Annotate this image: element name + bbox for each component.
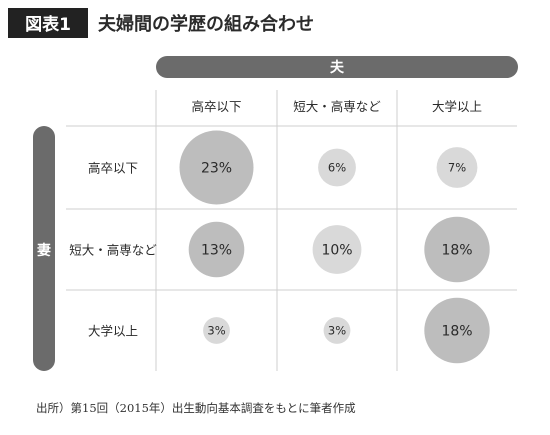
bubble [179, 130, 254, 205]
column-header: 高卒以下 [191, 99, 241, 114]
bubble-cells: 23% 6% 7% 13% 10% 18% 3% 3% 18% [179, 130, 490, 364]
bubble [312, 225, 362, 274]
row-header: 大学以上 [88, 324, 138, 339]
column-group-band [156, 56, 518, 78]
source-note: 出所）第15回（2015年）出生動向基本調査をもとに筆者作成 [36, 401, 356, 415]
bubble [203, 317, 230, 344]
bubble-value-label: 6% [328, 161, 346, 175]
bubble-value-label: 13% [201, 243, 232, 259]
bubble-value-label: 3% [207, 324, 225, 338]
figure-label-badge [8, 8, 88, 38]
row-header: 短大・高専など [69, 243, 157, 258]
bubble-value-label: 23% [201, 161, 232, 177]
row-header: 高卒以下 [88, 161, 138, 176]
bubble [424, 216, 490, 283]
bubble-value-label: 18% [441, 324, 472, 340]
bubble-value-label: 7% [448, 161, 466, 175]
bubble-value-label: 3% [328, 324, 346, 338]
column-headers: 高卒以下 短大・高専など 大学以上 [191, 99, 482, 114]
bubble [318, 148, 356, 187]
bubble-value-label: 18% [441, 243, 472, 259]
table-grid [66, 90, 517, 371]
column-header: 大学以上 [432, 99, 482, 114]
bubble [436, 147, 478, 188]
column-group-label: 夫 [330, 59, 345, 76]
figure-label: 図表1 [25, 14, 71, 35]
bubble [424, 297, 490, 364]
column-header: 短大・高専など [293, 99, 381, 114]
chart-title: 夫婦間の学歴の組み合わせ [98, 13, 314, 35]
bubble-value-label: 10% [321, 243, 352, 259]
row-group-label: 妻 [37, 242, 51, 259]
row-group-band [33, 126, 55, 371]
bubble [323, 317, 351, 344]
bubble [188, 221, 245, 278]
